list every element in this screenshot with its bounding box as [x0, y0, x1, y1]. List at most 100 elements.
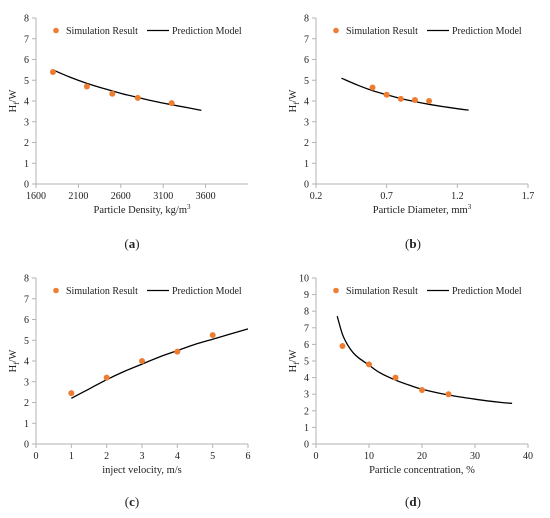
panel-b-y-tick-label: 4 [304, 97, 309, 108]
panel-c-y-tick-label: 6 [24, 315, 29, 326]
panel-d-y-tick-label: 8 [304, 307, 309, 318]
panel-d-prediction-curve [336, 315, 513, 404]
panel-a-x-tick-label: 1600 [26, 191, 46, 202]
panel-d-x-axis-label: Particle concentration, % [369, 465, 475, 476]
panel-d-y-tick-label: 7 [304, 323, 309, 334]
panel-d-y-tick-label: 9 [304, 290, 309, 301]
panel-b-y-tick-label: 2 [304, 138, 309, 149]
panel-d-y-tick-label: 5 [304, 357, 309, 368]
panel-b-legend-model-label: Prediction Model [452, 26, 522, 37]
panel-d-legend-model-label: Prediction Model [452, 286, 522, 297]
panel-c-x-tick-label: 2 [104, 451, 109, 462]
panel-c-prediction-curve [71, 328, 249, 399]
panel-a-y-tick-label: 5 [24, 76, 29, 87]
panel-d-x-tick-label: 40 [523, 451, 533, 462]
panel-b-sim-point [383, 91, 390, 98]
panel-d-sim-point [339, 343, 346, 350]
panel-a-x-axis-label: Particle Density, kg/m3 [93, 203, 191, 216]
panel-a-legend-model-label: Prediction Model [172, 26, 242, 37]
panel-c-y-tick-label: 5 [24, 336, 29, 347]
panel-a-sim-point [134, 94, 141, 101]
panel-c-x-tick-label: 1 [69, 451, 74, 462]
panel-d-y-tick-label: 4 [304, 373, 309, 384]
panel-c-sim-point [209, 332, 216, 339]
caption-a: (a) [124, 236, 140, 251]
panel-b-y-tick-label: 0 [304, 180, 309, 191]
panel-c-y-tick-label: 0 [24, 440, 29, 451]
panel-a-sim-point [49, 68, 56, 75]
panel-d-y-tick-label: 10 [299, 274, 309, 285]
panel-b-sim-point [397, 95, 404, 102]
panel-d-y-tick-label: 6 [304, 340, 309, 351]
panel-c-legend-sim-label: Simulation Result [66, 286, 138, 297]
panel-c-x-tick-label: 3 [140, 451, 145, 462]
panel-a-y-tick-label: 3 [24, 117, 29, 128]
caption-c: (c) [124, 494, 140, 509]
panel-a-sim-point [109, 90, 116, 97]
panel-a-sim-point [168, 100, 175, 107]
panel-b-y-tick-label: 7 [304, 34, 309, 45]
panel-a-y-tick-label: 2 [24, 138, 29, 149]
panel-a-x-tick-label: 2100 [68, 191, 88, 202]
panel-c-legend-sim-marker [53, 287, 59, 294]
panel-a-x-tick-label: 3100 [153, 191, 173, 202]
panel-a: 0 1 2 3 4 5 6 7 8 1600 2100 2600 3100 3600 Particle De… [8, 14, 248, 216]
panel-c-y-tick-label: 8 [24, 274, 29, 285]
caption-d: (d) [405, 494, 421, 509]
panel-d-legend-sim-marker [333, 287, 339, 294]
panel-b-x-tick-label: 1.7 [522, 191, 535, 202]
panel-a-y-axis-label: Hf/W [8, 90, 21, 113]
panel-a-y-tick-label: 4 [24, 97, 29, 108]
panel-d-y-tick-label: 0 [304, 440, 309, 451]
panel-d-y-tick-label: 1 [304, 423, 309, 434]
panel-b-y-tick-label: 3 [304, 117, 309, 128]
panel-b-sim-point [411, 96, 418, 103]
panel-c-legend-model-label: Prediction Model [172, 286, 242, 297]
panel-b-legend-sim-marker [333, 27, 339, 34]
panel-b-prediction-curve [341, 77, 469, 111]
panel-b-sim-point [426, 98, 433, 104]
panel-c-x-tick-label: 4 [175, 451, 180, 462]
panel-a-y-tick-label: 0 [24, 180, 29, 191]
panel-a-x-tick-label: 2600 [111, 191, 131, 202]
panel-c-y-tick-label: 4 [24, 357, 29, 368]
panel-d-y-tick-label: 3 [304, 390, 309, 401]
panel-b-y-axis-label: Hf/W [288, 90, 301, 113]
panel-d: 0 1 2 3 4 5 6 7 8 9 10 0 10 20 30 40 Particle concentrat… [288, 274, 533, 477]
panel-b-sim-point [369, 84, 376, 91]
panel-d-x-tick-label: 30 [470, 451, 480, 462]
panel-d-sim-point [445, 391, 452, 398]
panel-b-y-tick-label: 6 [304, 55, 309, 66]
panel-c-x-axis-label: inject velocity, m/s [102, 465, 182, 476]
panel-b-y-tick-label: 5 [304, 76, 309, 87]
panel-b-x-tick-label: 1.2 [451, 191, 464, 202]
panel-c-sim-point [103, 374, 110, 381]
panel-d-x-tick-label: 10 [364, 451, 374, 462]
panel-a-sim-point [83, 83, 90, 90]
panel-d-sim-point [366, 361, 372, 368]
panel-a-legend-sim-marker [53, 27, 59, 34]
panel-c-sim-point [174, 348, 181, 355]
panel-d-sim-point [392, 374, 399, 381]
panel-c-x-tick-label: 0 [34, 451, 39, 462]
panel-b-x-tick-label: 0.2 [310, 191, 323, 202]
panel-c-y-tick-label: 7 [24, 294, 29, 305]
panel-d-x-tick-label: 20 [417, 451, 427, 462]
panel-d-sim-point [419, 387, 425, 394]
panel-a-y-tick-label: 8 [24, 14, 29, 25]
panel-c-y-tick-label: 3 [24, 377, 29, 388]
panel-b-legend-sim-label: Simulation Result [346, 26, 418, 37]
panel-c-y-tick-label: 1 [24, 419, 29, 430]
panel-c-y-axis-label: Hf/W [8, 350, 21, 373]
panel-b-y-tick-label: 8 [304, 14, 309, 25]
panel-a-y-tick-label: 7 [24, 34, 29, 45]
panel-c-x-tick-label: 6 [246, 451, 251, 462]
panel-b-x-axis-label: Particle Diameter, mm3 [373, 203, 472, 216]
panel-c-y-tick-label: 2 [24, 398, 29, 409]
panel-d-y-axis-label: Hf/W [288, 350, 301, 373]
panel-d-y-tick-label: 2 [304, 406, 309, 417]
panel-d-x-tick-label: 0 [314, 451, 319, 462]
panel-a-y-tick-label: 6 [24, 55, 29, 66]
